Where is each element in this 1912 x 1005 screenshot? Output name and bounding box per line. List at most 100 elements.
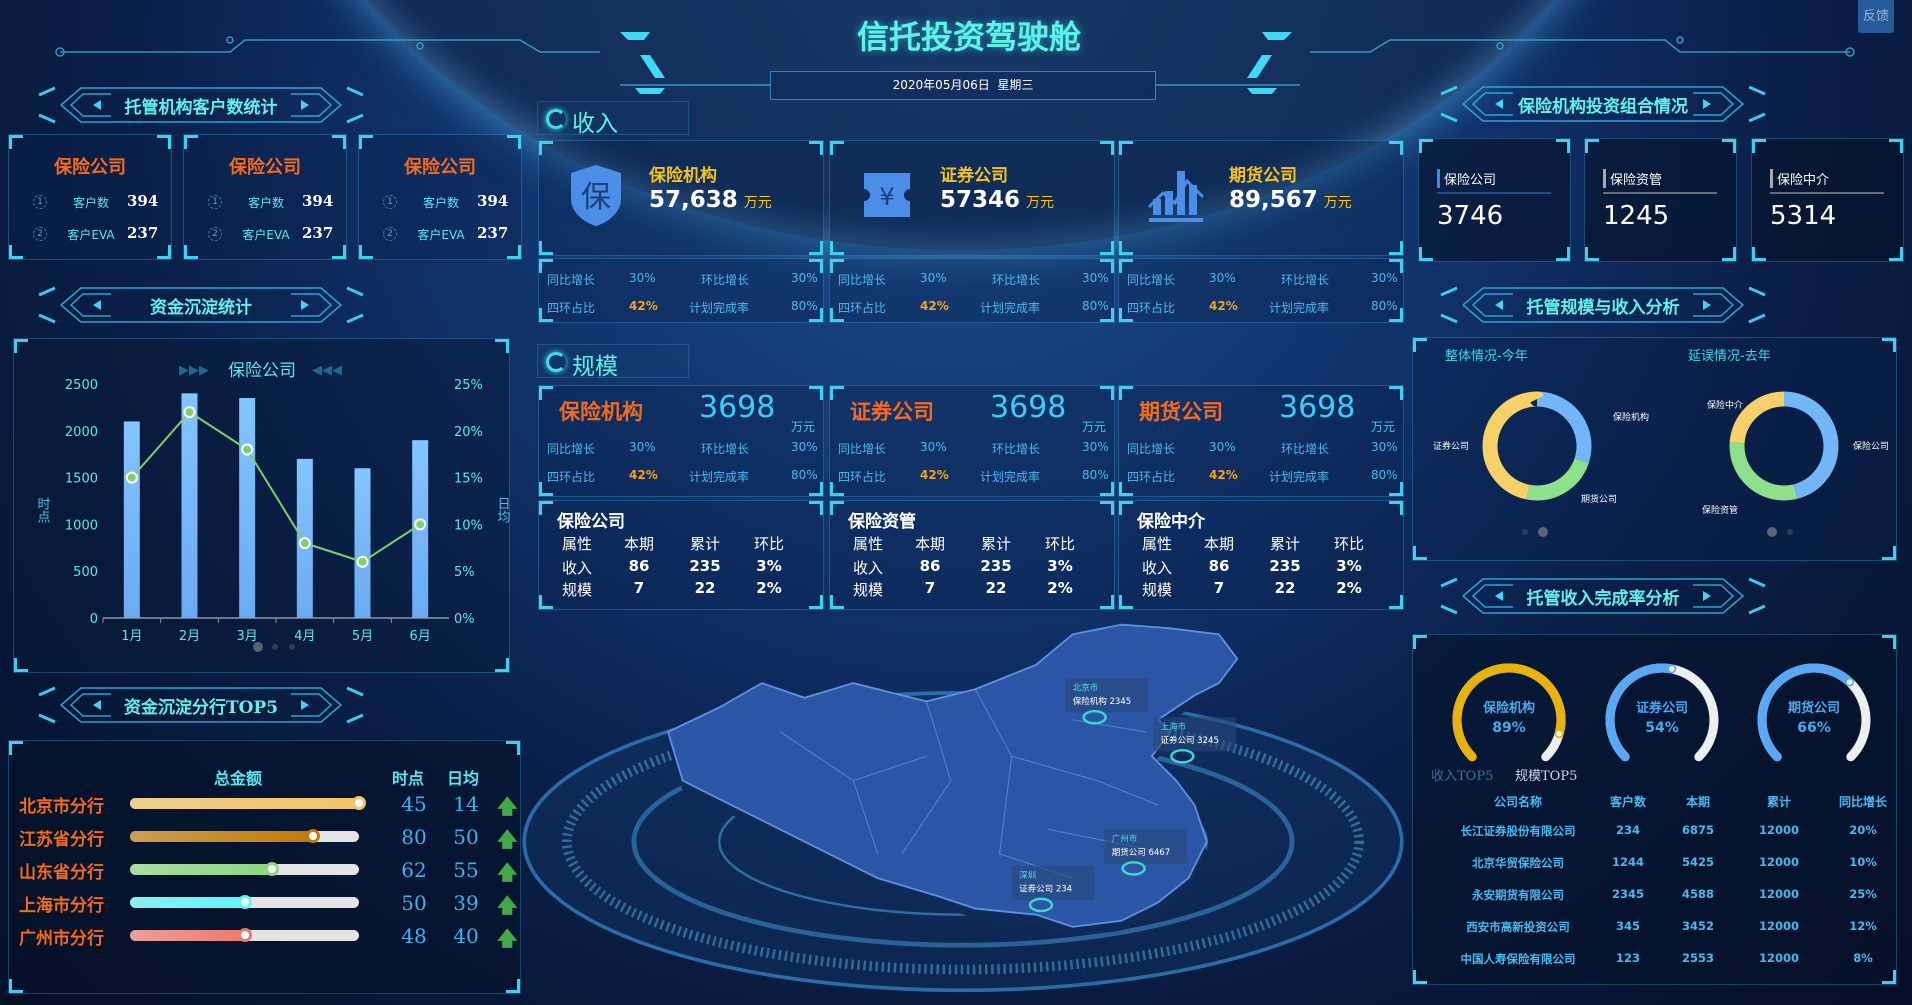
- map-marker-ring: [1082, 709, 1107, 725]
- stat-value: 42%: [1209, 468, 1238, 482]
- divider: [1603, 192, 1717, 194]
- section-title-text: 托管规模与收入分析: [1526, 298, 1680, 318]
- table-row[interactable]: 永安期货有限公司 2345 4588 12000 25%: [1413, 887, 1896, 907]
- donut-slice-label: 期货公司: [1581, 493, 1617, 505]
- daily-value: 14: [453, 792, 479, 816]
- branch-name: 山东省分行: [19, 863, 104, 883]
- index-badge-icon: 2: [383, 227, 397, 241]
- table-header: 同比增长: [1838, 795, 1887, 809]
- daily-value: 40: [453, 924, 479, 948]
- donut-title: 延误情况-去年: [1688, 349, 1771, 364]
- y-tick-right: 5%: [454, 565, 475, 580]
- pager-dot[interactable]: [272, 644, 278, 650]
- x-tick-label: 6月: [410, 629, 431, 644]
- stat-value: 42%: [920, 299, 949, 313]
- table-row[interactable]: 西安市高新投资公司 345 3452 12000 12%: [1413, 919, 1896, 939]
- pager-dot[interactable]: [1522, 529, 1528, 535]
- scale-table-cell: 22: [985, 579, 1007, 597]
- map-marker-box: [1104, 829, 1188, 864]
- client-stat-value: 237: [302, 224, 334, 242]
- portfolio-label: 保险公司: [1437, 169, 1496, 188]
- scale-table-cell: 3%: [1336, 557, 1362, 575]
- total-amount-bar: [130, 928, 359, 942]
- prev-arrow-icon[interactable]: [1495, 300, 1503, 310]
- table-row[interactable]: 长江证券股份有限公司 234 6875 12000 20%: [1413, 823, 1896, 843]
- table-cell: 12%: [1849, 919, 1877, 933]
- pager-dot[interactable]: [253, 642, 263, 652]
- prev-arrow-icon[interactable]: [93, 100, 101, 110]
- pager-dot[interactable]: [1538, 527, 1548, 537]
- table-cell: 12000: [1758, 823, 1799, 837]
- title-frame: [38, 86, 364, 124]
- tab-income-top5[interactable]: 收入TOP5: [1431, 769, 1494, 784]
- index-badge-icon: 1: [33, 195, 47, 209]
- income-card-value: 57,638: [649, 187, 738, 213]
- pager-dot[interactable]: [1787, 529, 1793, 535]
- total-amount-fill: [130, 831, 314, 842]
- table-cell: 2553: [1681, 951, 1714, 965]
- next-arrow-icon[interactable]: [301, 300, 309, 310]
- scale-table-header: 本期: [1203, 535, 1234, 553]
- income-card-name: 期货公司: [1229, 166, 1297, 186]
- bar-knob: [237, 928, 252, 942]
- stat-label: 计划完成率: [1269, 301, 1330, 315]
- next-arrow-icon[interactable]: [1703, 300, 1711, 310]
- next-arrow-icon[interactable]: [1703, 591, 1711, 601]
- scale-table-title: 保险公司: [557, 512, 625, 532]
- income-card-unit: 万元: [1026, 195, 1055, 211]
- prev-arrow-icon[interactable]: [1495, 99, 1503, 109]
- section-completion: 托管收入完成率分析: [1433, 574, 1773, 618]
- next-arrow-icon[interactable]: [301, 100, 309, 110]
- next-arrow-icon[interactable]: [1703, 99, 1711, 109]
- stat-value: 80%: [1082, 468, 1109, 482]
- y-tick-left: 0: [90, 612, 98, 627]
- client-stat-label: 客户EVA: [67, 228, 115, 242]
- gauge-value: 89%: [1492, 720, 1526, 736]
- feedback-button[interactable]: 反馈: [1858, 0, 1894, 33]
- stat-label: 环比增长: [701, 273, 750, 287]
- chevron-right-decor-icon: ▶▶▶: [179, 363, 209, 378]
- client-stat-label: 客户数: [72, 196, 109, 210]
- page-title: 信托投资驾驶舱: [856, 18, 1081, 56]
- province-border: [1096, 780, 1159, 806]
- stat-label: 计划完成率: [689, 470, 750, 484]
- client-stat-label: 客户EVA: [417, 228, 465, 242]
- tab-scale-top5[interactable]: 规模TOP5: [1515, 769, 1578, 784]
- stat-value: 42%: [629, 468, 658, 482]
- scale-table-header: 环比: [1333, 535, 1364, 553]
- pager-dot[interactable]: [289, 644, 295, 650]
- header-total: 总金额: [214, 769, 263, 788]
- scale-card-name: 保险机构: [559, 400, 643, 424]
- income-card-unit: 万元: [1323, 195, 1352, 211]
- next-arrow-icon[interactable]: [301, 700, 309, 710]
- stat-label: 四环占比: [838, 301, 887, 315]
- svg-text:¥: ¥: [879, 183, 894, 211]
- table-cell: 中国人寿保险有限公司: [1460, 952, 1576, 966]
- scale-table-cell: 235: [689, 557, 721, 575]
- client-stat-value: 237: [127, 224, 159, 242]
- map-marker-label: 期货公司 6467: [1112, 847, 1170, 858]
- table-cell: 6875: [1681, 823, 1714, 837]
- prev-arrow-icon[interactable]: [1495, 591, 1503, 601]
- line-point: [356, 555, 369, 568]
- y-axis-title-right: 日均: [495, 497, 511, 523]
- table-cell: 2345: [1611, 887, 1644, 901]
- table-row[interactable]: 北京华贸保险公司 1244 5425 12000 10%: [1413, 855, 1896, 875]
- province-border: [901, 701, 952, 855]
- y-tick-right: 15%: [454, 472, 483, 487]
- scale-table-cell: 22: [694, 579, 716, 597]
- stat-label: 四环占比: [838, 470, 887, 484]
- gauge-name: 期货公司: [1788, 700, 1840, 716]
- up-arrow-icon: 🡅: [497, 893, 518, 917]
- table-cell: 12000: [1758, 919, 1799, 933]
- table-row[interactable]: 中国人寿保险有限公司 123 2553 12000 8%: [1413, 951, 1896, 971]
- prev-arrow-icon[interactable]: [93, 300, 101, 310]
- pager-dot[interactable]: [1767, 527, 1777, 537]
- prev-arrow-icon[interactable]: [93, 700, 101, 710]
- stat-value: 30%: [629, 440, 656, 454]
- y-tick-left: 2500: [65, 378, 98, 393]
- stat-label: 环比增长: [701, 442, 750, 456]
- table-header: 本期: [1685, 795, 1710, 809]
- table-cell: 12000: [1758, 951, 1799, 965]
